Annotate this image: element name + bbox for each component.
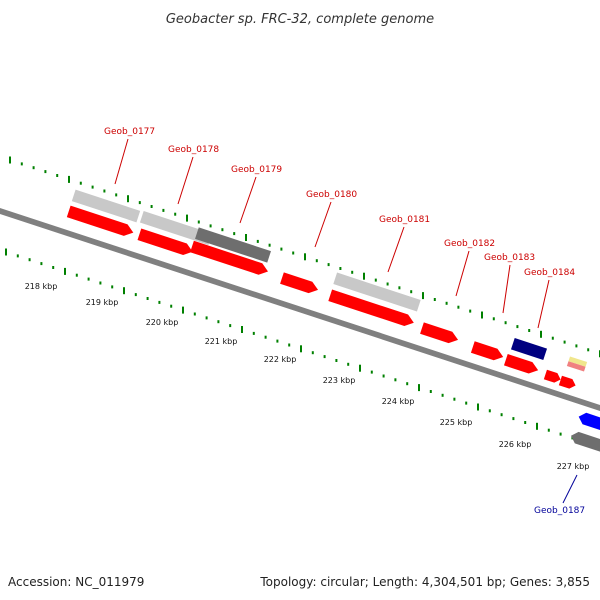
outer-tick-marks: [9, 156, 600, 358]
gene-arrow: [137, 228, 193, 255]
kbp-label-223: 223 kbp: [323, 376, 356, 385]
gene-feature-geob-0184[interactable]: [568, 356, 588, 367]
kbp-label-220: 220 kbp: [146, 318, 179, 327]
genome-backbone: [0, 208, 600, 411]
gene-arrow: [470, 341, 504, 361]
gene-label-geob-0179[interactable]: Geob_0179: [231, 165, 282, 175]
kbp-label-225: 225 kbp: [440, 418, 473, 427]
gene-arrow: [420, 322, 459, 344]
gene-feature-geob-0187[interactable]: [569, 430, 600, 454]
kbp-label-219: 219 kbp: [86, 298, 119, 307]
kbp-label-221: 221 kbp: [205, 337, 238, 346]
kbp-label-224: 224 kbp: [382, 397, 415, 406]
label-leader-line: [239, 176, 257, 224]
gene-arrow: [328, 289, 414, 326]
gene-feature-geob-0178[interactable]: [139, 211, 213, 245]
gene-label-geob-0177[interactable]: Geob_0177: [104, 127, 155, 137]
label-leader-line: [455, 250, 470, 297]
gene-feature-geob-0183[interactable]: [510, 337, 548, 361]
gene-arrow: [66, 205, 134, 236]
gene-label-geob-0178[interactable]: Geob_0178: [168, 145, 219, 155]
label-leader-line: [387, 226, 405, 273]
gene-label-geob-0182[interactable]: Geob_0182: [444, 239, 495, 249]
gene-feature-geob-0177[interactable]: [71, 189, 141, 223]
kbp-label-226: 226 kbp: [499, 440, 532, 449]
gene-feature-pink: [566, 361, 586, 372]
kbp-label-222: 222 kbp: [264, 355, 297, 364]
map-title: Geobacter sp. FRC-32, complete genome: [166, 12, 434, 27]
label-leader-line: [562, 474, 578, 504]
gene-arrow: [190, 240, 268, 275]
kbp-label-227: 227 kbp: [557, 462, 590, 471]
gene-arrow: [280, 272, 319, 294]
gene-arrow: [558, 375, 576, 389]
gene-label-geob-0183[interactable]: Geob_0183: [484, 253, 535, 263]
gene-label-geob-0184[interactable]: Geob_0184: [524, 268, 575, 278]
label-leader-line: [177, 156, 194, 205]
genome-summary-label: Topology: circular; Length: 4,304,501 bp…: [259, 575, 590, 589]
label-leader-line: [314, 201, 332, 248]
gene-feature-geob-0179[interactable]: [195, 227, 271, 263]
gene-arrow: [503, 353, 539, 374]
label-leader-line: [537, 279, 550, 329]
label-leader-line: [114, 138, 129, 185]
kbp-label-218: 218 kbp: [25, 282, 58, 291]
blue-feature-right: [578, 412, 600, 433]
gene-label-geob-0180[interactable]: Geob_0180: [306, 190, 357, 200]
gene-label-geob-0181[interactable]: Geob_0181: [379, 215, 430, 225]
gene-feature-geob-0181[interactable]: [333, 272, 421, 312]
label-leader-line: [502, 264, 511, 314]
accession-label: Accession: NC_011979: [8, 575, 144, 589]
gene-arrow: [543, 369, 561, 383]
gene-label-geob-0187[interactable]: Geob_0187: [534, 506, 585, 516]
